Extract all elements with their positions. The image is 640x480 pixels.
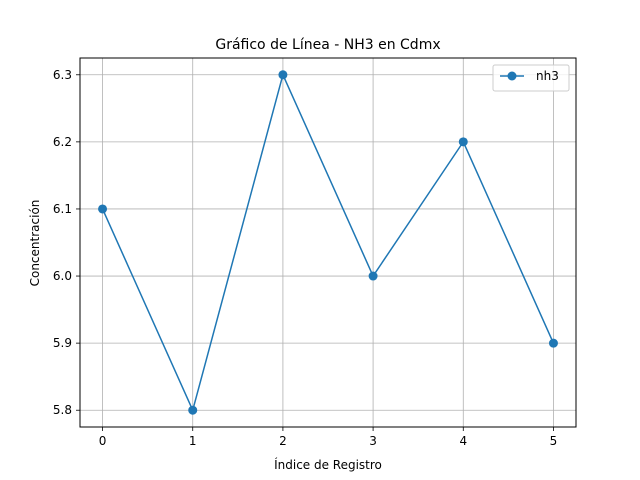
- data-point: [278, 70, 288, 80]
- legend: nh3: [492, 64, 570, 92]
- ticks: 0 1 2 3 4 5 5.8 5.9 6.0 6.1 6.2 6.3: [53, 68, 557, 448]
- x-tick-label: 1: [189, 434, 197, 448]
- plot-frame: [79, 57, 577, 428]
- legend-label: nh3: [536, 69, 559, 83]
- data-point: [98, 204, 108, 214]
- x-tick-label: 3: [369, 434, 377, 448]
- y-tick-label: 5.9: [53, 336, 72, 350]
- data-point: [458, 137, 468, 147]
- series-line-nh3: [101, 74, 555, 411]
- series-layer: [98, 70, 558, 415]
- y-tick-label: 6.1: [53, 202, 72, 216]
- y-tick-label: 6.0: [53, 269, 72, 283]
- y-tick-label: 5.8: [53, 403, 72, 417]
- y-tick-label: 6.3: [53, 68, 72, 82]
- legend-marker-swatch: [507, 71, 517, 81]
- y-axis-label: Concentración: [28, 200, 42, 287]
- x-tick-label: 0: [99, 434, 107, 448]
- x-tick-label: 5: [550, 434, 558, 448]
- x-tick-label: 2: [279, 434, 287, 448]
- x-tick-label: 4: [459, 434, 467, 448]
- x-axis-label: Índice de Registro: [274, 457, 382, 472]
- data-point: [548, 338, 558, 348]
- data-point: [368, 271, 378, 281]
- y-tick-label: 6.2: [53, 135, 72, 149]
- chart-title: Gráfico de Línea - NH3 en Cdmx: [215, 37, 440, 53]
- data-point: [188, 405, 198, 415]
